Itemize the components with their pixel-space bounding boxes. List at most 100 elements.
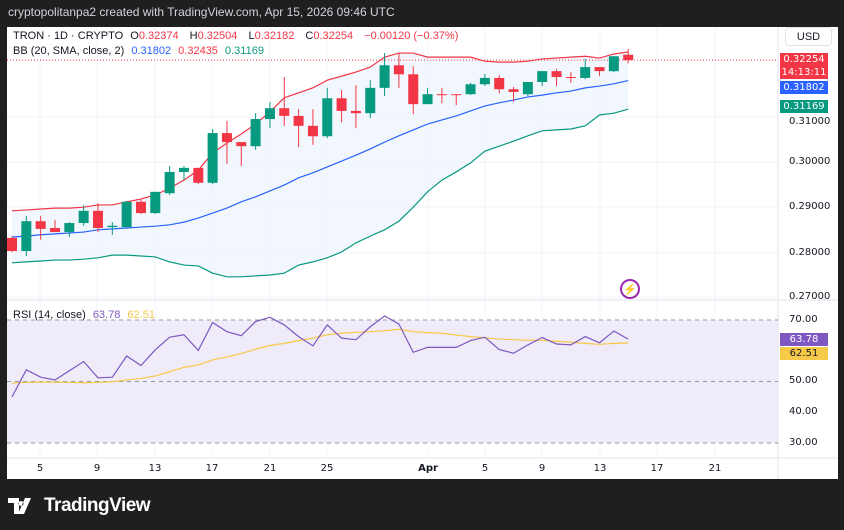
tradingview-logo-icon bbox=[8, 498, 31, 514]
chart-credit: cryptopolitanpa2 created with TradingVie… bbox=[8, 5, 395, 19]
date-tick: 17 bbox=[650, 463, 664, 474]
candle-body bbox=[193, 167, 204, 183]
date-tick: 13 bbox=[148, 463, 162, 474]
open-value: 0.32374 bbox=[138, 30, 179, 42]
candle-body bbox=[221, 133, 232, 143]
candle-body bbox=[121, 201, 132, 228]
candle-body bbox=[64, 223, 75, 233]
rsi-line bbox=[11, 315, 629, 398]
date-tick: 5 bbox=[481, 463, 489, 474]
left-edge bbox=[0, 27, 7, 479]
candle-body bbox=[207, 133, 218, 183]
bb-upper-line bbox=[11, 51, 629, 212]
candle-body bbox=[322, 98, 333, 137]
candle-body bbox=[350, 110, 361, 114]
date-tick: 5 bbox=[36, 463, 44, 474]
candle-body bbox=[422, 94, 433, 105]
rsi-ma-tag: 62.51 bbox=[780, 347, 828, 360]
candle-body bbox=[565, 77, 576, 79]
candle-body bbox=[436, 94, 447, 96]
candle-body bbox=[307, 125, 318, 137]
symbol-label: TRON · 1D · CRYPTO bbox=[13, 30, 124, 42]
bb-lower-line bbox=[11, 108, 629, 278]
price-tick: 0.27000 bbox=[789, 291, 831, 302]
price-tick: 0.28000 bbox=[789, 247, 831, 258]
candle-body bbox=[293, 115, 304, 126]
candle-body bbox=[21, 221, 32, 252]
low-value: 0.32182 bbox=[254, 30, 295, 42]
close-label: C bbox=[305, 30, 314, 42]
close-value: 0.32254 bbox=[313, 30, 354, 42]
candle-body bbox=[264, 108, 275, 120]
candle-body bbox=[164, 171, 175, 194]
rsi-ma-line bbox=[11, 328, 629, 384]
last-price: 0.32254 bbox=[783, 54, 825, 65]
logo-text: TradingView bbox=[44, 495, 151, 516]
open-label: O bbox=[130, 30, 139, 42]
candle-body bbox=[107, 225, 118, 228]
currency-button[interactable]: USD bbox=[785, 27, 832, 46]
rsi-tag: 63.78 bbox=[780, 333, 828, 346]
bb-mid-value: 0.31802 bbox=[131, 45, 172, 57]
low-label: L bbox=[248, 30, 255, 42]
candle-body bbox=[379, 65, 390, 88]
bar-countdown: 14:13:11 bbox=[781, 67, 827, 78]
candle-body bbox=[250, 119, 261, 147]
candle-body bbox=[393, 65, 404, 75]
bb-lower-tag: 0.31169 bbox=[780, 100, 828, 113]
candle-body bbox=[236, 142, 247, 147]
rsi-tick: 30.00 bbox=[789, 437, 818, 448]
rsi-ma-value: 62.51 bbox=[127, 309, 155, 321]
date-tick: 9 bbox=[93, 463, 101, 474]
bb-mid-tag: 0.31802 bbox=[780, 81, 828, 94]
rsi-tick: 40.00 bbox=[789, 406, 818, 417]
candle-body bbox=[279, 108, 290, 116]
candle-body bbox=[551, 71, 562, 78]
date-tick: 13 bbox=[593, 463, 607, 474]
candle-body bbox=[150, 191, 161, 214]
symbol-legend: TRON · 1D · CRYPTO O0.32374 H0.32504 L0.… bbox=[13, 30, 462, 42]
high-label: H bbox=[189, 30, 198, 42]
candle-body bbox=[7, 237, 17, 252]
candle-body bbox=[365, 87, 376, 114]
date-tick: 25 bbox=[320, 463, 334, 474]
candle-body bbox=[623, 54, 634, 61]
rsi-label: RSI (14, close) bbox=[13, 309, 86, 321]
change-value: −0.00120 (−0.37%) bbox=[364, 30, 459, 42]
date-tick: Apr bbox=[418, 463, 438, 474]
candle-body bbox=[451, 94, 462, 96]
last-price-tag: 0.32254 14:13:11 bbox=[780, 53, 828, 79]
candle-body bbox=[508, 89, 519, 92]
bb-mid-line bbox=[11, 79, 629, 238]
candle-body bbox=[178, 167, 189, 172]
bb-label: BB (20, SMA, close, 2) bbox=[13, 45, 125, 57]
candle-body bbox=[494, 77, 505, 90]
candle-body bbox=[408, 74, 419, 105]
candle-body bbox=[336, 98, 347, 111]
rsi-tick: 70.00 bbox=[789, 314, 818, 325]
candle-body bbox=[78, 210, 89, 224]
tradingview-logo: TradingView bbox=[8, 495, 151, 517]
candle-body bbox=[465, 84, 476, 95]
bb-legend[interactable]: BB (20, SMA, close, 2) 0.31802 0.32435 0… bbox=[13, 45, 268, 57]
lightning-icon[interactable]: ⚡ bbox=[620, 279, 640, 299]
date-tick: 21 bbox=[708, 463, 722, 474]
date-tick: 9 bbox=[538, 463, 546, 474]
rsi-value: 63.78 bbox=[92, 309, 121, 321]
date-tick: 17 bbox=[205, 463, 219, 474]
candle-body bbox=[135, 201, 146, 214]
bb-upper-value: 0.32435 bbox=[178, 45, 218, 57]
price-tick: 0.29000 bbox=[789, 201, 831, 212]
candle-body bbox=[594, 67, 605, 72]
date-tick: 21 bbox=[263, 463, 277, 474]
rsi-legend[interactable]: RSI (14, close) 63.78 62.51 bbox=[13, 309, 159, 321]
high-value: 0.32504 bbox=[197, 30, 238, 42]
candle-body bbox=[537, 71, 548, 82]
price-tick: 0.31000 bbox=[789, 116, 831, 127]
candle-body bbox=[608, 56, 619, 72]
candle-body bbox=[479, 77, 490, 85]
candle-body bbox=[522, 81, 533, 95]
bb-lower-value: 0.31169 bbox=[224, 45, 264, 57]
price-tick: 0.30000 bbox=[789, 156, 831, 167]
